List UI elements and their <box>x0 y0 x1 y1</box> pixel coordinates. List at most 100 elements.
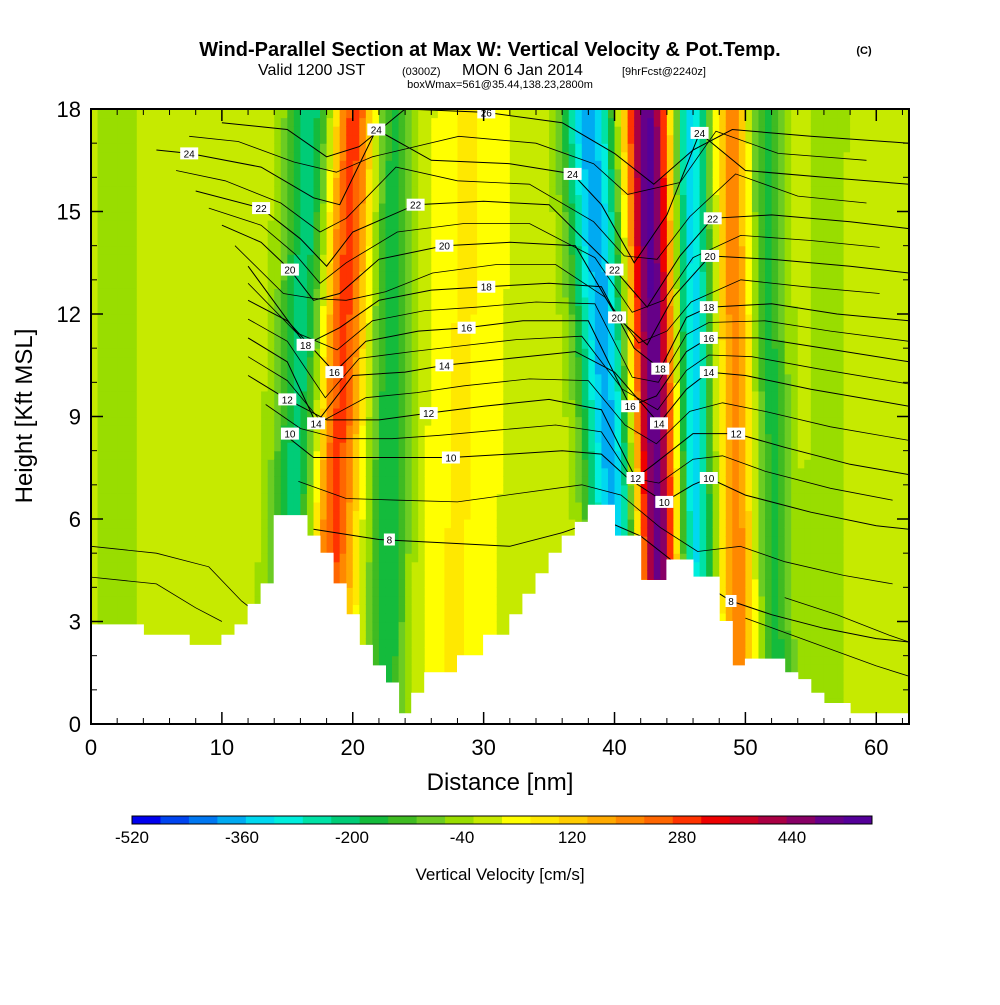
velocity-cell <box>359 194 367 204</box>
velocity-cell <box>477 202 485 213</box>
velocity-cell <box>195 527 203 537</box>
velocity-cell <box>117 143 125 153</box>
velocity-cell <box>130 168 138 178</box>
velocity-cell <box>130 331 138 341</box>
velocity-cell <box>221 433 230 443</box>
velocity-cell <box>378 194 387 204</box>
velocity-cell <box>91 527 99 537</box>
velocity-cell <box>437 254 445 264</box>
velocity-cell <box>450 348 459 358</box>
velocity-cell <box>385 228 393 238</box>
velocity-cell <box>261 390 269 401</box>
velocity-cell <box>450 442 459 452</box>
velocity-cell <box>372 570 380 580</box>
velocity-cell <box>228 126 236 136</box>
velocity-cell <box>91 117 99 127</box>
velocity-cell <box>104 510 112 520</box>
velocity-cell <box>470 578 478 588</box>
velocity-cell <box>522 587 531 597</box>
velocity-cell <box>529 134 537 144</box>
velocity-cell <box>470 416 478 426</box>
velocity-cell <box>359 570 367 580</box>
velocity-cell <box>450 655 459 665</box>
velocity-cell <box>392 168 400 178</box>
velocity-cell <box>280 202 288 213</box>
velocity-cell <box>195 484 203 494</box>
velocity-cell <box>385 399 393 409</box>
velocity-cell <box>418 390 426 401</box>
velocity-cell <box>176 510 184 520</box>
velocity-cell <box>234 544 243 554</box>
velocity-cell <box>169 544 177 554</box>
velocity-cell <box>110 450 118 460</box>
velocity-cell <box>234 228 243 238</box>
velocity-cell <box>535 493 544 503</box>
velocity-cell <box>162 126 171 136</box>
velocity-cell <box>352 126 360 136</box>
velocity-cell <box>248 220 256 230</box>
velocity-cell <box>254 536 262 546</box>
velocity-cell <box>333 254 341 264</box>
velocity-cell <box>444 570 452 580</box>
velocity-cell <box>418 126 426 136</box>
velocity-cell <box>182 262 190 272</box>
velocity-cell <box>339 177 347 187</box>
velocity-cell <box>195 177 203 187</box>
velocity-cell <box>398 126 406 136</box>
velocity-cell <box>431 501 439 512</box>
velocity-cell <box>398 365 406 375</box>
velocity-cell <box>195 536 203 546</box>
velocity-cell <box>215 245 223 255</box>
velocity-cell <box>261 220 269 230</box>
velocity-cell <box>503 194 511 204</box>
velocity-cell <box>130 237 138 247</box>
velocity-cell <box>176 288 184 298</box>
velocity-cell <box>117 553 125 563</box>
velocity-cell <box>464 621 472 631</box>
velocity-cell <box>208 237 216 247</box>
velocity-cell <box>313 467 321 477</box>
velocity-cell <box>117 399 125 409</box>
velocity-cell <box>241 527 249 537</box>
velocity-cell <box>162 245 171 255</box>
velocity-cell <box>176 262 184 272</box>
velocity-cell <box>457 348 465 358</box>
velocity-cell <box>104 595 112 606</box>
velocity-cell <box>248 194 256 204</box>
velocity-cell <box>464 194 472 204</box>
velocity-cell <box>130 519 138 529</box>
velocity-cell <box>248 493 256 503</box>
velocity-cell <box>156 493 164 503</box>
velocity-cell <box>535 407 544 418</box>
velocity-cell <box>339 322 347 332</box>
velocity-cell <box>234 536 243 546</box>
velocity-cell <box>169 245 177 255</box>
velocity-cell <box>267 450 275 460</box>
velocity-cell <box>267 442 275 452</box>
velocity-cell <box>254 143 262 153</box>
velocity-cell <box>97 578 105 588</box>
velocity-cell <box>457 254 465 264</box>
velocity-cell <box>149 527 158 537</box>
velocity-cell <box>208 202 216 213</box>
velocity-cell <box>516 604 524 614</box>
velocity-cell <box>509 484 517 494</box>
velocity-cell <box>378 288 387 298</box>
velocity-cell <box>392 390 400 401</box>
velocity-cell <box>398 177 406 187</box>
velocity-cell <box>215 160 223 170</box>
velocity-cell <box>411 510 419 520</box>
velocity-cell <box>202 510 210 520</box>
velocity-cell <box>136 279 144 289</box>
velocity-cell <box>221 621 230 631</box>
velocity-cell <box>221 425 230 435</box>
velocity-cell <box>136 109 144 119</box>
velocity-cell <box>254 296 262 307</box>
velocity-cell <box>287 134 295 144</box>
velocity-cell <box>241 305 249 315</box>
velocity-cell <box>359 536 367 546</box>
velocity-cell <box>405 126 413 136</box>
velocity-cell <box>522 365 531 375</box>
velocity-cell <box>221 356 230 366</box>
velocity-cell <box>320 519 328 529</box>
